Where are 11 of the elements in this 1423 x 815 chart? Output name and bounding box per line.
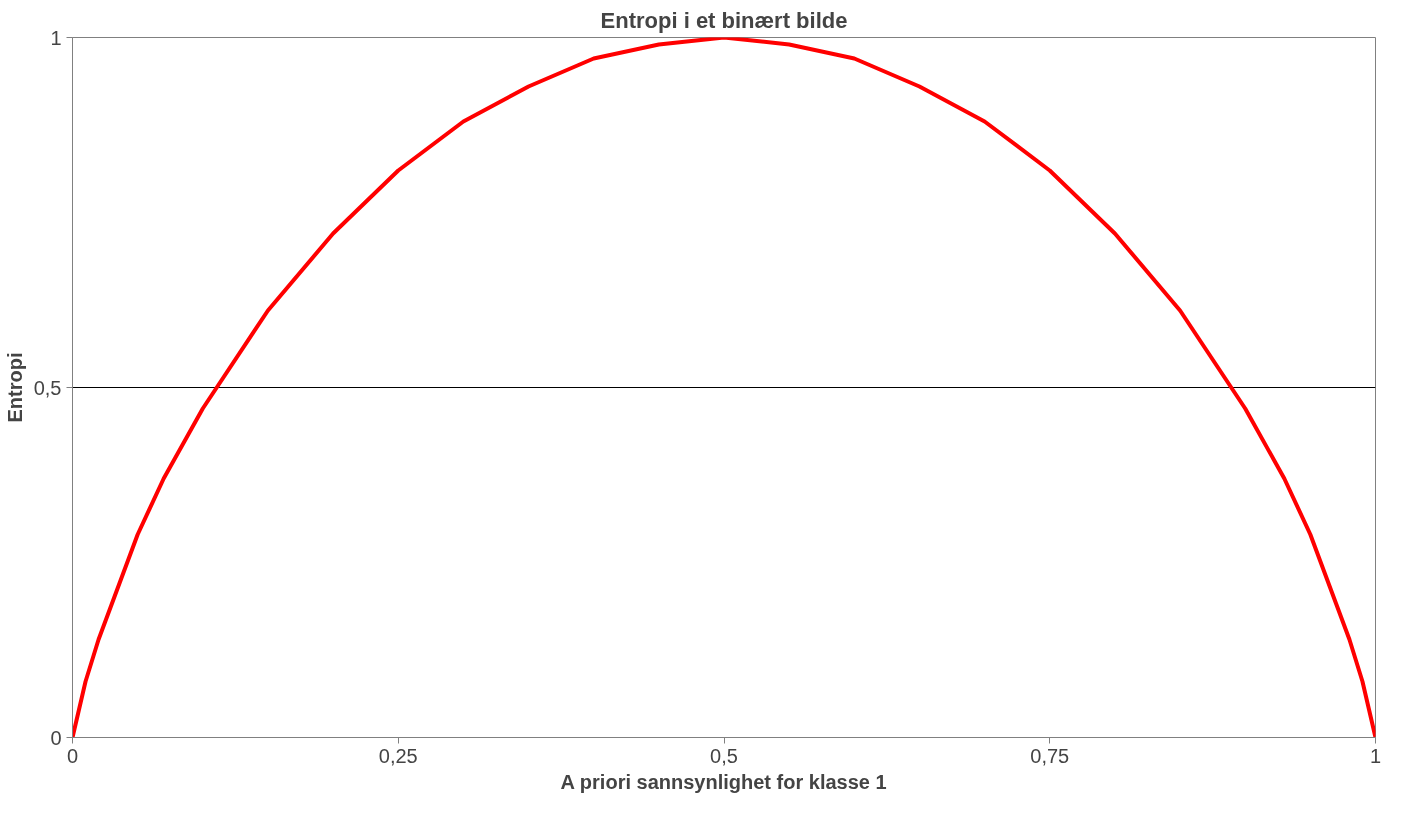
chart-title: Entropi i et binært bilde [600,7,848,33]
x-tick-label: 0,5 [710,744,738,767]
x-axis-title: A priori sannsynlighet for klasse 1 [560,770,887,793]
x-tick-label: 0 [66,744,79,767]
y-tick-label: 1 [50,26,62,49]
x-tick-label: 0,75 [1030,744,1070,767]
y-tick-label: 0 [50,726,62,749]
y-tick-label: 0,5 [33,376,62,399]
x-tick-label: 0,25 [378,744,418,767]
x-tick-label: 1 [1369,744,1382,767]
y-axis-title: Entropi [3,352,26,423]
